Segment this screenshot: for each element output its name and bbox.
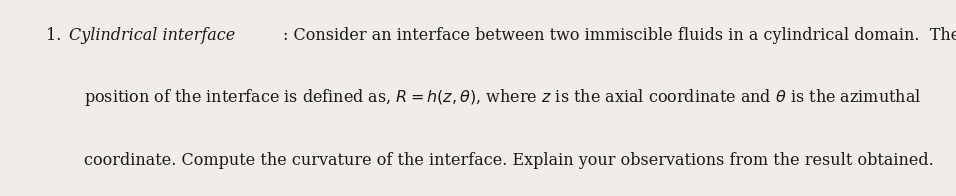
Text: : Consider an interface between two immiscible fluids in a cylindrical domain.  : : Consider an interface between two immi…: [283, 27, 956, 44]
Text: 1.: 1.: [46, 27, 61, 44]
Text: Cylindrical interface: Cylindrical interface: [69, 27, 235, 44]
Text: coordinate. Compute the curvature of the interface. Explain your observations fr: coordinate. Compute the curvature of the…: [84, 152, 934, 169]
Text: position of the interface is defined as, $R = h(z,\theta)$, where $z$ is the axi: position of the interface is defined as,…: [84, 87, 922, 109]
